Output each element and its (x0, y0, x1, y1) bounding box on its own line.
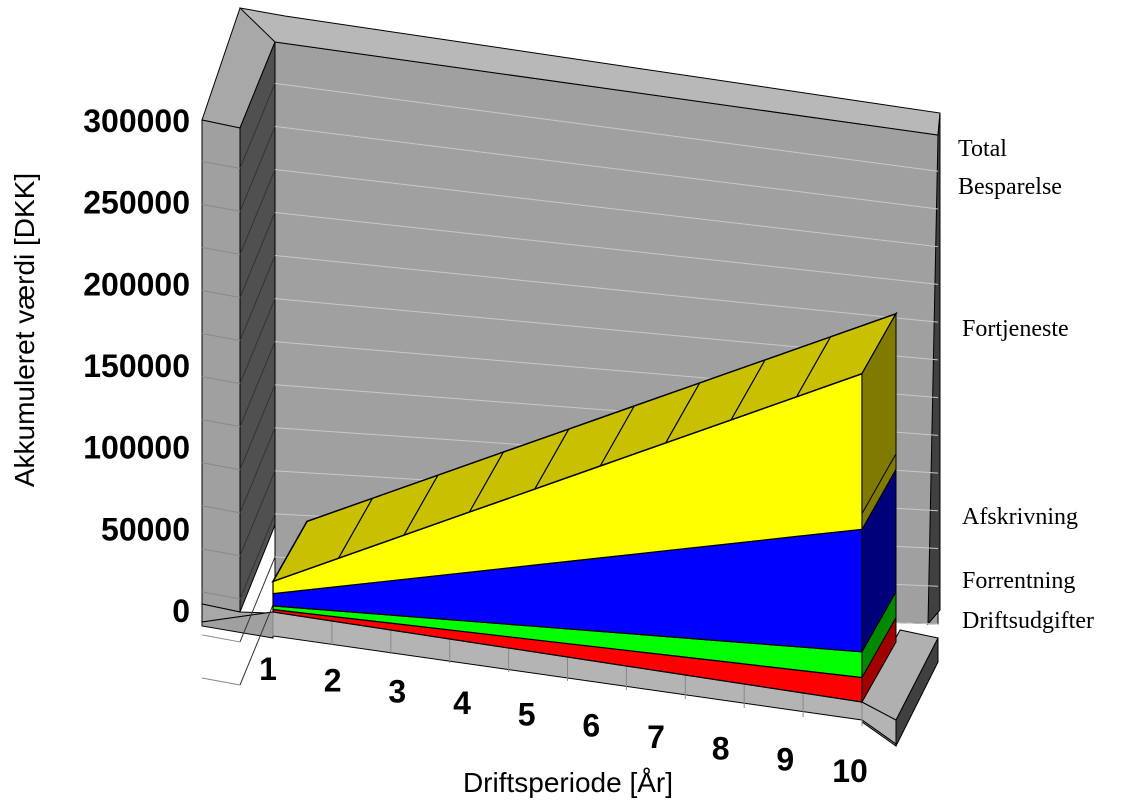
left-face-grid-line (201, 505, 241, 514)
y-tick-label: 200000 (83, 266, 190, 302)
left-face-grid-line (201, 677, 241, 686)
y-tick-label: 0 (172, 593, 190, 629)
left-wall-face (201, 119, 241, 613)
left-wall-grid-line (239, 212, 276, 298)
grid-line (274, 212, 939, 285)
x-tick-label: 5 (518, 696, 536, 732)
left-wall-grid-line (239, 298, 276, 384)
left-face-grid-line (201, 203, 241, 212)
right-wall-edge (927, 112, 941, 626)
left-wall-inner (239, 41, 276, 613)
x-tick-label: 3 (388, 674, 406, 710)
x-tick-label: 10 (832, 753, 868, 789)
left-wall-grid-line (239, 427, 276, 513)
y-axis-title: Akkumuleret værdi [DKK] (9, 173, 40, 487)
cap-divider-6 (665, 382, 701, 444)
x-tick-label: 2 (324, 662, 342, 698)
legend-label-1: Forrentning (962, 568, 1075, 594)
left-face-grid-line (201, 548, 241, 557)
left-wall-grid-line (239, 513, 276, 600)
x-tick-label: 9 (776, 742, 794, 778)
legend-label-3: Fortjeneste (962, 316, 1069, 342)
y-tick-label: 100000 (83, 430, 190, 466)
cap-divider-2 (403, 474, 439, 536)
left-face-grid-line (201, 591, 241, 600)
cap-divider-1 (337, 498, 373, 559)
left-face-grid-line (201, 290, 241, 298)
x-axis-title: Driftsperiode [År] (463, 767, 673, 798)
x-tick-label: 1 (259, 651, 277, 687)
cap-divider-4 (534, 428, 570, 490)
left-face-grid-line (201, 419, 241, 428)
y-tick-label: 250000 (83, 185, 190, 221)
y-tick-label: 300000 (83, 103, 190, 139)
grid-line (274, 168, 939, 248)
left-face-grid-line (201, 333, 241, 342)
left-face-grid-line (201, 462, 241, 471)
left-wall-grid-line (239, 255, 276, 341)
left-wall-grid-line (239, 341, 276, 427)
cap-divider-3 (468, 451, 504, 513)
x-tick-label: 8 (712, 730, 730, 766)
floor-front-left (201, 611, 274, 639)
legend-label-0: Driftsudgifter (962, 608, 1094, 634)
x-tick-label: 6 (582, 708, 600, 744)
left-wall-grid-line (239, 83, 276, 169)
left-wall-grid-line (239, 599, 276, 686)
grid-line (274, 125, 939, 210)
cap-divider-7 (730, 359, 766, 421)
left-face-grid-line (201, 634, 241, 643)
left-face-grid-line (201, 160, 241, 169)
x-tick-label: 4 (453, 685, 471, 721)
left-face-grid-line (201, 376, 241, 385)
legend-label-4: Besparelse (958, 174, 1062, 200)
cap-side (861, 311, 897, 516)
cap-divider-8 (796, 336, 832, 398)
y-tick-label: 50000 (101, 511, 190, 547)
cap-divider-5 (599, 405, 635, 467)
legend-label-4: Total (958, 136, 1007, 162)
chart-legend: Driftsudgifter Forrentning Afskrivning Fort… (958, 136, 1094, 634)
chart-areas (271, 311, 898, 704)
left-wall-grid-line (239, 470, 276, 557)
left-face-grid-line (201, 246, 241, 255)
grid-line (274, 82, 939, 172)
left-wall-grid-line (239, 556, 276, 643)
grid-line (274, 255, 939, 323)
cap-divider-0 (272, 521, 308, 582)
left-wall-grid-line (239, 126, 276, 212)
x-tick-label: 7 (647, 719, 665, 755)
left-wall-grid-line (239, 384, 276, 470)
chart-ticks: 0 50000 100000 150000 200000 250000 300000 1 2 3 4… (83, 103, 868, 789)
legend-label-2: Afskrivning (962, 504, 1078, 530)
left-wall-grid-line (239, 169, 276, 255)
y-tick-label: 150000 (83, 348, 190, 384)
